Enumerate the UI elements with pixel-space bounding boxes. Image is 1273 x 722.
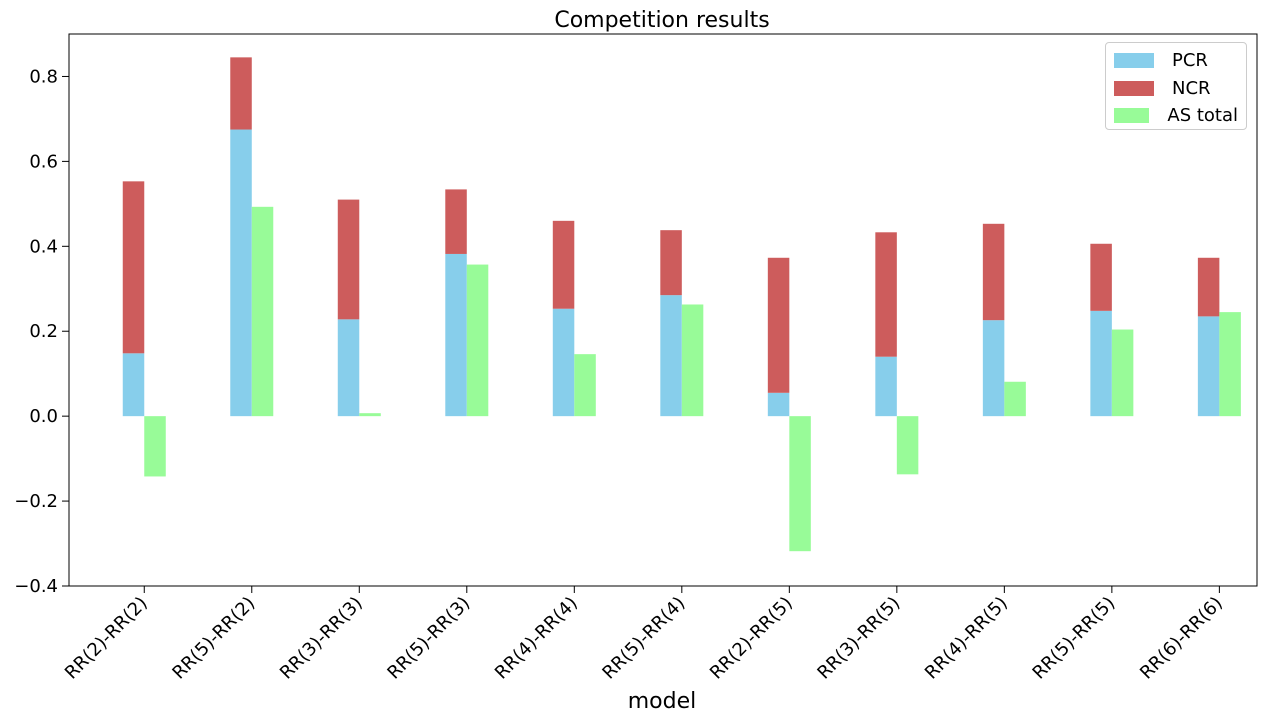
legend: PCR NCR AS total — [1105, 42, 1247, 130]
x-tick-label: RR(5)-RR(2) — [168, 593, 259, 684]
chart-title: Competition results — [554, 8, 769, 33]
bar-pcr — [982, 320, 1005, 417]
y-tick-label: 0.2 — [29, 321, 58, 342]
bar-ncr — [337, 199, 360, 320]
x-tick-label: RR(4)-RR(5) — [921, 593, 1012, 684]
y-tick-label: −0.2 — [14, 491, 58, 512]
plot-area: RR(2)-RR(2) RR(5)-RR(2) RR(3)-RR(3) RR(5)-R… — [14, 33, 1258, 684]
bar-pcr — [767, 392, 790, 417]
x-tick-label: RR(2)-RR(2) — [61, 593, 152, 684]
x-axis-label: model — [628, 689, 697, 714]
legend-label: PCR — [1172, 50, 1208, 72]
bar-ncr — [1090, 243, 1112, 311]
bar-pcr — [337, 319, 360, 417]
y-tick-label: 0.8 — [29, 66, 58, 87]
bar-ncr — [767, 257, 790, 393]
legend-item: NCR — [1114, 75, 1238, 103]
bar-as-total — [1004, 381, 1026, 417]
bar-ncr — [875, 232, 897, 357]
bar-pcr — [1090, 310, 1112, 417]
legend-label: NCR — [1172, 77, 1211, 99]
bar-pcr — [445, 253, 467, 417]
axes-frame — [68, 33, 1258, 587]
bar-ncr — [1197, 257, 1220, 317]
bar-pcr — [1197, 316, 1220, 417]
bar-as-total — [681, 304, 704, 417]
y-tick-label: 0.6 — [29, 151, 58, 172]
y-tick-label: 0.0 — [29, 406, 58, 427]
bar-ncr — [660, 230, 682, 296]
legend-swatch — [1114, 80, 1154, 96]
bar-pcr — [122, 353, 145, 417]
bar-ncr — [982, 223, 1005, 321]
bar-ncr — [552, 220, 575, 309]
bar-pcr — [552, 308, 575, 417]
bar-as-total — [1219, 312, 1241, 417]
bar-as-total — [789, 416, 811, 552]
y-tick-label: 0.4 — [29, 236, 58, 257]
legend-swatch — [1114, 108, 1150, 124]
x-tick-label: RR(5)-RR(3) — [383, 593, 474, 684]
bar-as-total — [574, 354, 596, 417]
bar-as-total — [896, 416, 919, 475]
legend-item: AS total — [1114, 102, 1238, 130]
x-tick-label: RR(4)-RR(4) — [491, 593, 582, 684]
legend-item: PCR — [1114, 47, 1238, 75]
y-tick-label: −0.4 — [14, 576, 58, 597]
bar-ncr — [445, 189, 467, 254]
bar-pcr — [875, 356, 897, 417]
legend-label: AS total — [1167, 105, 1238, 127]
bar-as-total — [144, 416, 166, 477]
bar-as-total — [359, 413, 381, 417]
bar-pcr — [660, 295, 682, 417]
x-tick-label: RR(2)-RR(5) — [706, 593, 797, 684]
x-tick-label: RR(3)-RR(5) — [813, 593, 904, 684]
x-tick-label: RR(5)-RR(5) — [1029, 593, 1120, 684]
bar-pcr — [230, 129, 252, 417]
bar-as-total — [251, 206, 274, 417]
bar-ncr — [122, 181, 145, 354]
bar-as-total — [1111, 329, 1134, 417]
x-tick-label: RR(5)-RR(4) — [598, 593, 689, 684]
x-tick-label: RR(6)-RR(6) — [1136, 593, 1227, 684]
bar-as-total — [466, 264, 489, 417]
bar-ncr — [230, 57, 252, 130]
x-tick-label: RR(3)-RR(3) — [276, 593, 367, 684]
legend-swatch — [1114, 53, 1154, 69]
